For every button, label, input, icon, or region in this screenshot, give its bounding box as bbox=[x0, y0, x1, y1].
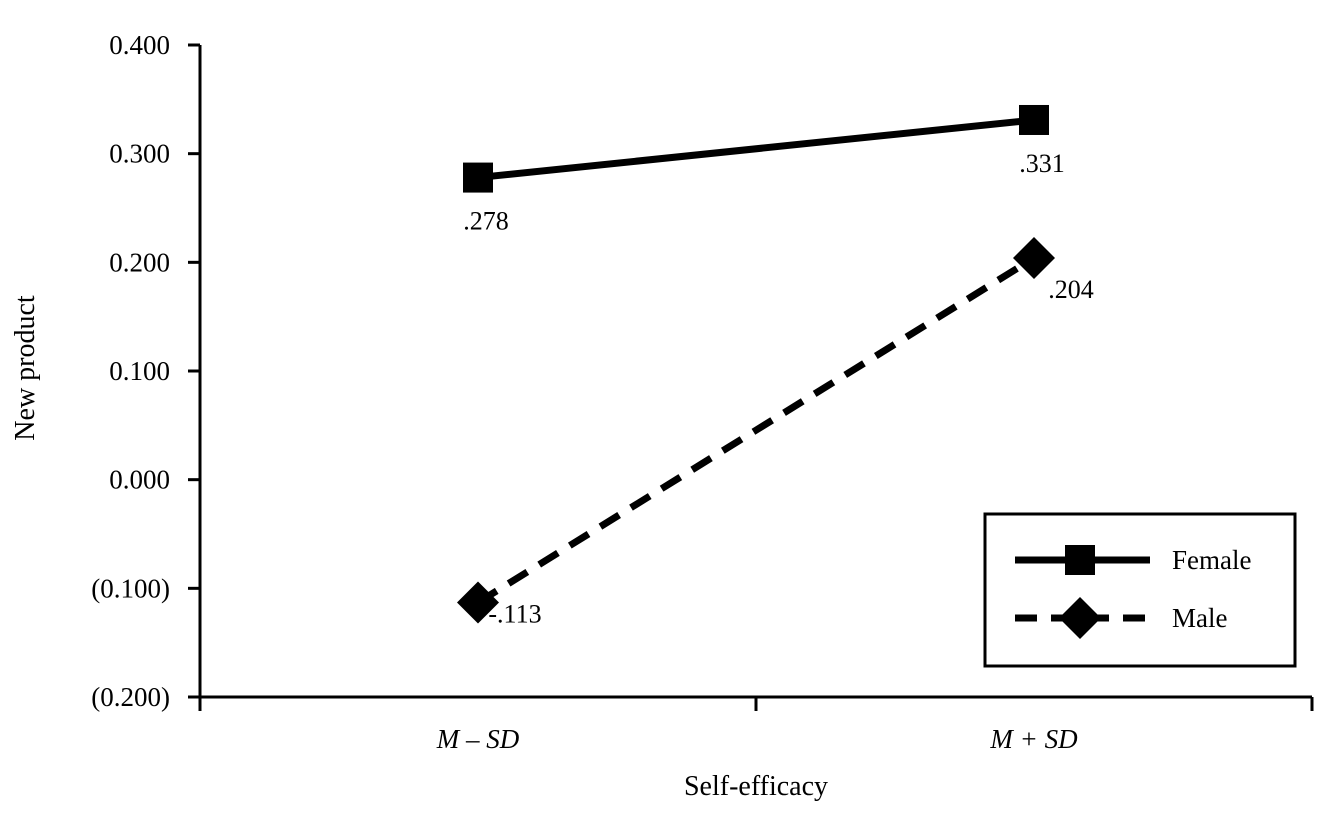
y-tick-label: (0.200) bbox=[91, 682, 170, 712]
x-category-label: M – SD bbox=[436, 724, 520, 754]
y-ticks: 0.400 0.300 0.200 0.100 0.000 (0.100) (0.200) bbox=[91, 30, 200, 712]
data-label-male: -.113 bbox=[488, 599, 541, 628]
series-layer: .278 .331 -.113 .204 bbox=[457, 104, 1094, 628]
data-label-female: .278 bbox=[463, 207, 509, 236]
y-tick-label: 0.000 bbox=[109, 465, 170, 495]
y-tick-label: 0.300 bbox=[109, 139, 170, 169]
data-point-male bbox=[457, 581, 499, 624]
series-line-female bbox=[477, 116, 1035, 182]
y-tick-label: 0.200 bbox=[109, 247, 170, 277]
data-label-male: .204 bbox=[1048, 275, 1094, 304]
series-line-male bbox=[476, 255, 1036, 606]
data-point-female bbox=[1019, 104, 1049, 135]
x-axis-title: Self-efficacy bbox=[684, 771, 828, 802]
data-point-female bbox=[463, 162, 493, 193]
legend-box bbox=[983, 512, 1297, 668]
x-ticks: M – SD M + SD bbox=[198, 697, 1314, 754]
data-point-male bbox=[1013, 236, 1055, 279]
legend-label-male: Male bbox=[1172, 603, 1227, 633]
y-tick-label: (0.100) bbox=[91, 573, 170, 603]
data-label-female: .331 bbox=[1019, 149, 1065, 178]
legend-label-female: Female bbox=[1172, 545, 1251, 575]
y-tick-label: 0.400 bbox=[109, 30, 170, 60]
y-axis-title: New product bbox=[10, 295, 41, 441]
legend-marker-female bbox=[1065, 545, 1095, 575]
legend: Female Male bbox=[983, 512, 1297, 668]
series-male: -.113 .204 bbox=[457, 236, 1094, 628]
legend-marker-male bbox=[1059, 597, 1101, 639]
x-category-label: M + SD bbox=[989, 724, 1078, 754]
y-tick-label: 0.100 bbox=[109, 356, 170, 386]
series-female: .278 .331 bbox=[463, 104, 1065, 236]
